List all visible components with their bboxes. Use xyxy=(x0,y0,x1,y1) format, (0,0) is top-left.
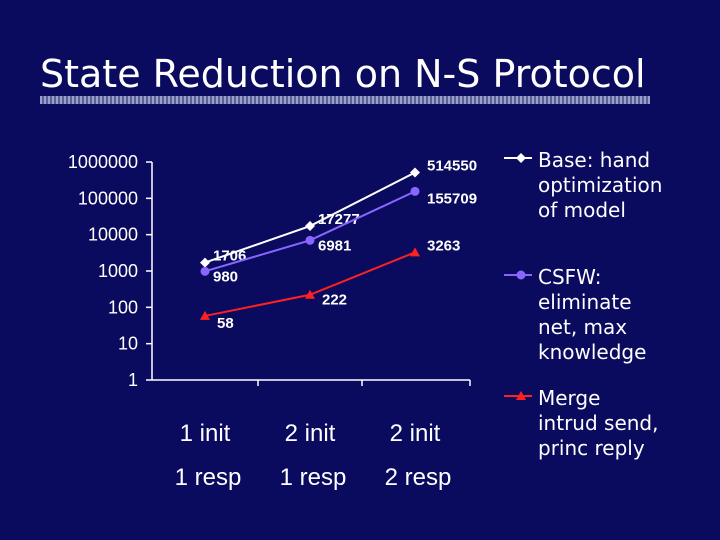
x-tick-label: 2 init xyxy=(285,420,336,447)
x-tick-label: 2 init xyxy=(390,420,441,447)
y-tick-label: 1000000 xyxy=(68,152,138,172)
title-underline xyxy=(40,96,650,104)
data-point xyxy=(200,310,210,320)
data-point xyxy=(200,257,210,268)
data-label: 3263 xyxy=(427,237,460,254)
data-point xyxy=(200,266,210,276)
legend-label-base: Base: hand optimization of model xyxy=(538,148,663,222)
x-tick-label: 2 resp xyxy=(385,464,452,491)
x-tick-label: 1 init xyxy=(180,420,231,447)
data-point xyxy=(305,221,315,232)
y-tick-label: 10 xyxy=(118,334,138,354)
data-point xyxy=(305,289,315,299)
legend-label-csfw: CSFW: eliminate net, max knowledge xyxy=(538,265,647,364)
circle-icon xyxy=(504,270,532,280)
data-label: 58 xyxy=(217,315,234,332)
data-label: 222 xyxy=(322,292,347,309)
y-tick-label: 1 xyxy=(128,370,138,390)
data-point xyxy=(410,167,420,178)
data-point xyxy=(410,186,420,196)
triangle-icon xyxy=(504,391,532,400)
data-label: 6981 xyxy=(318,237,351,254)
data-label: 1706 xyxy=(213,248,246,265)
data-label: 17277 xyxy=(318,211,360,228)
legend-label-merge: Merge intrud send, princ reply xyxy=(538,386,659,460)
x-tick-label: 1 resp xyxy=(175,464,242,491)
y-tick-label: 100 xyxy=(108,297,138,317)
page-title: State Reduction on N-S Protocol xyxy=(40,52,646,96)
y-tick-label: 100000 xyxy=(78,188,138,208)
diamond-icon xyxy=(504,153,532,163)
data-point xyxy=(410,247,420,257)
data-label: 980 xyxy=(213,268,238,285)
data-label: 155709 xyxy=(427,190,477,207)
data-label: 514550 xyxy=(427,157,477,174)
y-tick-label: 10000 xyxy=(88,225,138,245)
y-tick-label: 1000 xyxy=(98,261,138,281)
x-tick-label: 1 resp xyxy=(280,464,347,491)
data-point xyxy=(305,235,315,245)
